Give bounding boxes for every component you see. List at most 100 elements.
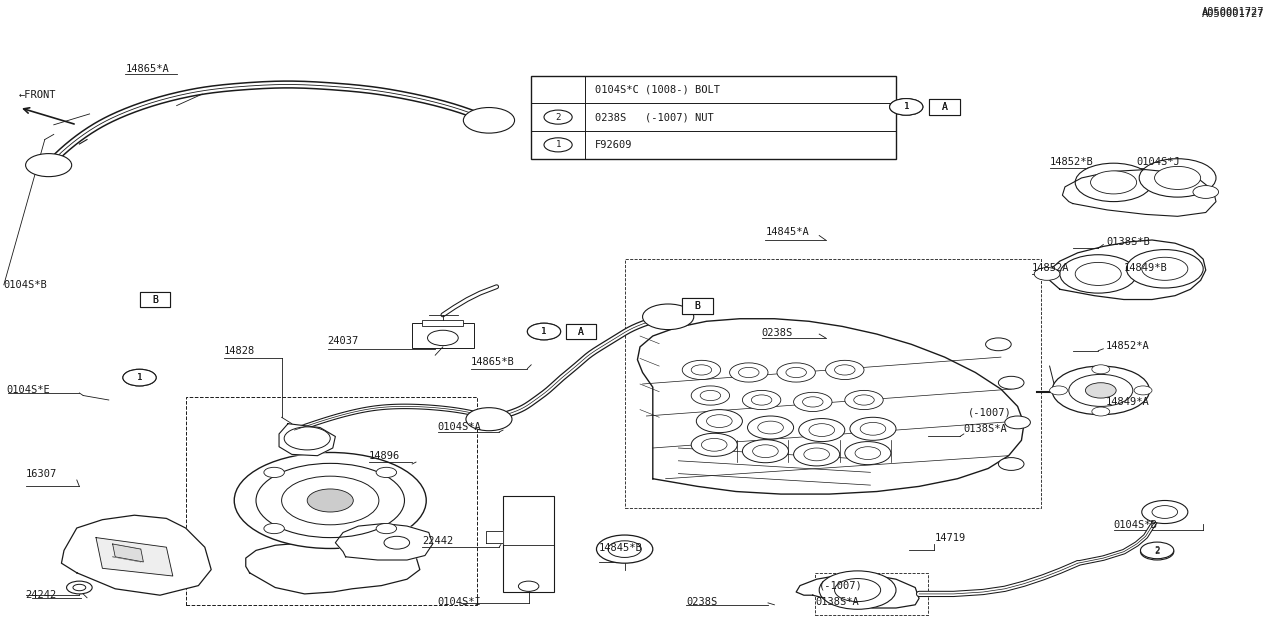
Text: 14845*B: 14845*B: [599, 543, 643, 554]
Bar: [566, 324, 596, 339]
Circle shape: [890, 99, 923, 115]
Circle shape: [123, 369, 156, 386]
Bar: [682, 298, 713, 314]
Circle shape: [1126, 250, 1203, 288]
Polygon shape: [486, 531, 503, 543]
Bar: [412, 323, 474, 348]
Polygon shape: [96, 538, 173, 576]
Circle shape: [855, 447, 881, 460]
Text: 14865*B: 14865*B: [471, 356, 515, 367]
Circle shape: [376, 524, 397, 534]
Circle shape: [544, 138, 572, 152]
Circle shape: [1152, 506, 1178, 518]
Text: 24242: 24242: [26, 590, 56, 600]
Circle shape: [751, 395, 772, 405]
Text: 14852*A: 14852*A: [1106, 340, 1149, 351]
Circle shape: [1052, 366, 1149, 415]
Text: B: B: [695, 301, 700, 311]
Circle shape: [998, 458, 1024, 470]
Text: 2: 2: [556, 113, 561, 122]
Circle shape: [835, 579, 881, 602]
Text: A: A: [579, 326, 584, 337]
Text: A050001727: A050001727: [1202, 9, 1265, 19]
Circle shape: [742, 390, 781, 410]
Circle shape: [753, 445, 778, 458]
Circle shape: [786, 367, 806, 378]
Circle shape: [256, 463, 404, 538]
Circle shape: [596, 535, 653, 563]
Polygon shape: [61, 515, 211, 595]
Circle shape: [742, 440, 788, 463]
Text: 14719: 14719: [934, 532, 965, 543]
Text: 14845*A: 14845*A: [765, 227, 809, 237]
Circle shape: [860, 422, 886, 435]
Circle shape: [1139, 159, 1216, 197]
Circle shape: [799, 419, 845, 442]
Bar: [503, 496, 554, 592]
Circle shape: [803, 397, 823, 407]
Bar: [929, 99, 960, 115]
Circle shape: [804, 448, 829, 461]
Bar: [682, 298, 713, 314]
Text: B: B: [695, 301, 700, 311]
Circle shape: [826, 360, 864, 380]
Circle shape: [1085, 383, 1116, 398]
Bar: [186, 397, 477, 605]
Circle shape: [1005, 416, 1030, 429]
Circle shape: [1140, 542, 1174, 559]
Text: 14896: 14896: [369, 451, 399, 461]
Polygon shape: [113, 544, 143, 562]
Text: 0104S*B: 0104S*B: [1114, 520, 1157, 530]
Circle shape: [73, 584, 86, 591]
Circle shape: [696, 410, 742, 433]
Circle shape: [1091, 171, 1137, 194]
Text: 14849*B: 14849*B: [1124, 262, 1167, 273]
Text: 14865*A: 14865*A: [125, 64, 169, 74]
Text: 22442: 22442: [422, 536, 453, 546]
Circle shape: [777, 363, 815, 382]
Bar: [422, 320, 463, 326]
Text: A: A: [579, 326, 584, 337]
Text: 1: 1: [137, 373, 142, 382]
Circle shape: [730, 363, 768, 382]
Text: 1: 1: [541, 327, 547, 336]
Circle shape: [1142, 500, 1188, 524]
Text: 1: 1: [904, 102, 909, 111]
Circle shape: [376, 467, 397, 477]
Bar: [625, 259, 1041, 508]
Bar: [815, 573, 928, 615]
Circle shape: [682, 360, 721, 380]
Circle shape: [67, 581, 92, 594]
Circle shape: [26, 154, 72, 177]
Circle shape: [608, 541, 641, 557]
Circle shape: [835, 365, 855, 375]
Circle shape: [845, 390, 883, 410]
Text: 0138S*A: 0138S*A: [964, 424, 1007, 434]
Polygon shape: [1062, 170, 1216, 216]
Circle shape: [819, 571, 896, 609]
Bar: [929, 99, 960, 115]
Circle shape: [1134, 386, 1152, 395]
Circle shape: [739, 367, 759, 378]
Circle shape: [234, 452, 426, 548]
Circle shape: [986, 338, 1011, 351]
Circle shape: [264, 467, 284, 477]
Text: 0138S*A: 0138S*A: [815, 596, 859, 607]
Circle shape: [643, 304, 694, 330]
Circle shape: [1075, 163, 1152, 202]
Circle shape: [707, 415, 732, 428]
Circle shape: [1140, 543, 1174, 560]
Bar: [140, 292, 170, 307]
Circle shape: [748, 416, 794, 439]
Circle shape: [809, 424, 835, 436]
Text: 14828: 14828: [224, 346, 255, 356]
Circle shape: [1075, 262, 1121, 285]
Polygon shape: [246, 543, 420, 594]
Text: 14849*A: 14849*A: [1106, 397, 1149, 407]
Circle shape: [1142, 257, 1188, 280]
Polygon shape: [1050, 240, 1206, 300]
Polygon shape: [279, 424, 335, 456]
Circle shape: [794, 443, 840, 466]
Bar: [140, 292, 170, 307]
Circle shape: [890, 99, 923, 115]
